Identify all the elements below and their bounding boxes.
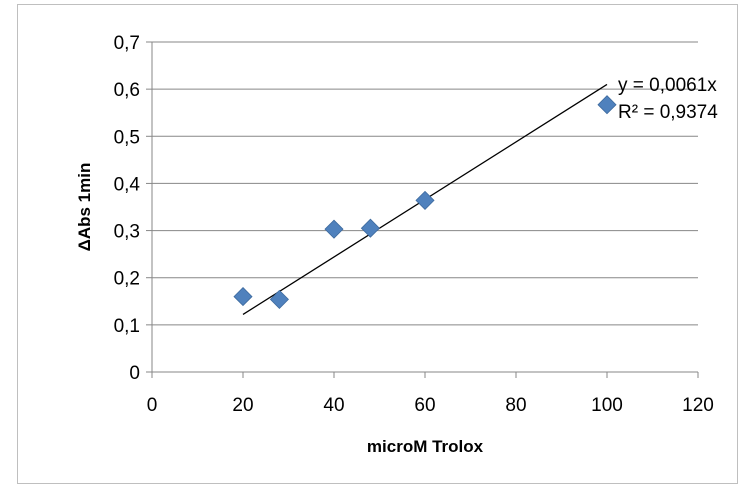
y-tick-label: 0,1 bbox=[114, 316, 140, 337]
y-tick-label: 0,4 bbox=[114, 174, 141, 195]
tick-labels: 0 0,1 0,2 0,3 0,4 0,5 0,6 0,7 0 20 40 60 80 100 120 bbox=[114, 33, 714, 416]
y-axis-title: ΔAbs 1min bbox=[75, 163, 94, 252]
gridlines bbox=[152, 41, 698, 326]
y-tick-label: 0,5 bbox=[114, 127, 140, 148]
scatter-chart: 0 0,1 0,2 0,3 0,4 0,5 0,6 0,7 0 20 40 60 80 100 120 mi… bbox=[75, 33, 718, 456]
x-tick-label: 0 bbox=[147, 395, 158, 416]
chart-area: 0 0,1 0,2 0,3 0,4 0,5 0,6 0,7 0 20 40 60 80 100 120 mi… bbox=[17, 4, 738, 484]
data-point bbox=[269, 289, 289, 309]
x-tick-label: 80 bbox=[505, 395, 526, 416]
x-tick-label: 20 bbox=[232, 395, 253, 416]
data-point bbox=[415, 190, 435, 210]
y-tick-label: 0,3 bbox=[114, 222, 140, 243]
x-tick-label: 100 bbox=[591, 395, 623, 416]
data-point bbox=[360, 218, 380, 238]
x-tick-label: 40 bbox=[323, 395, 344, 416]
x-axis-title: microM Trolox bbox=[367, 437, 484, 456]
y-tick-label: 0 bbox=[129, 363, 140, 384]
data-point bbox=[324, 219, 344, 239]
data-points bbox=[233, 95, 617, 309]
y-tick-label: 0,7 bbox=[114, 33, 140, 54]
axes bbox=[146, 41, 699, 378]
x-tick-label: 120 bbox=[682, 395, 714, 416]
trendline-equation: y = 0,0061x bbox=[618, 75, 717, 96]
y-tick-label: 0,2 bbox=[114, 269, 140, 290]
x-tick-label: 60 bbox=[414, 395, 435, 416]
y-tick-label: 0,6 bbox=[114, 80, 140, 101]
trendline-r-squared: R² = 0,9374 bbox=[618, 102, 718, 123]
data-point bbox=[597, 95, 617, 115]
data-point bbox=[233, 287, 253, 307]
